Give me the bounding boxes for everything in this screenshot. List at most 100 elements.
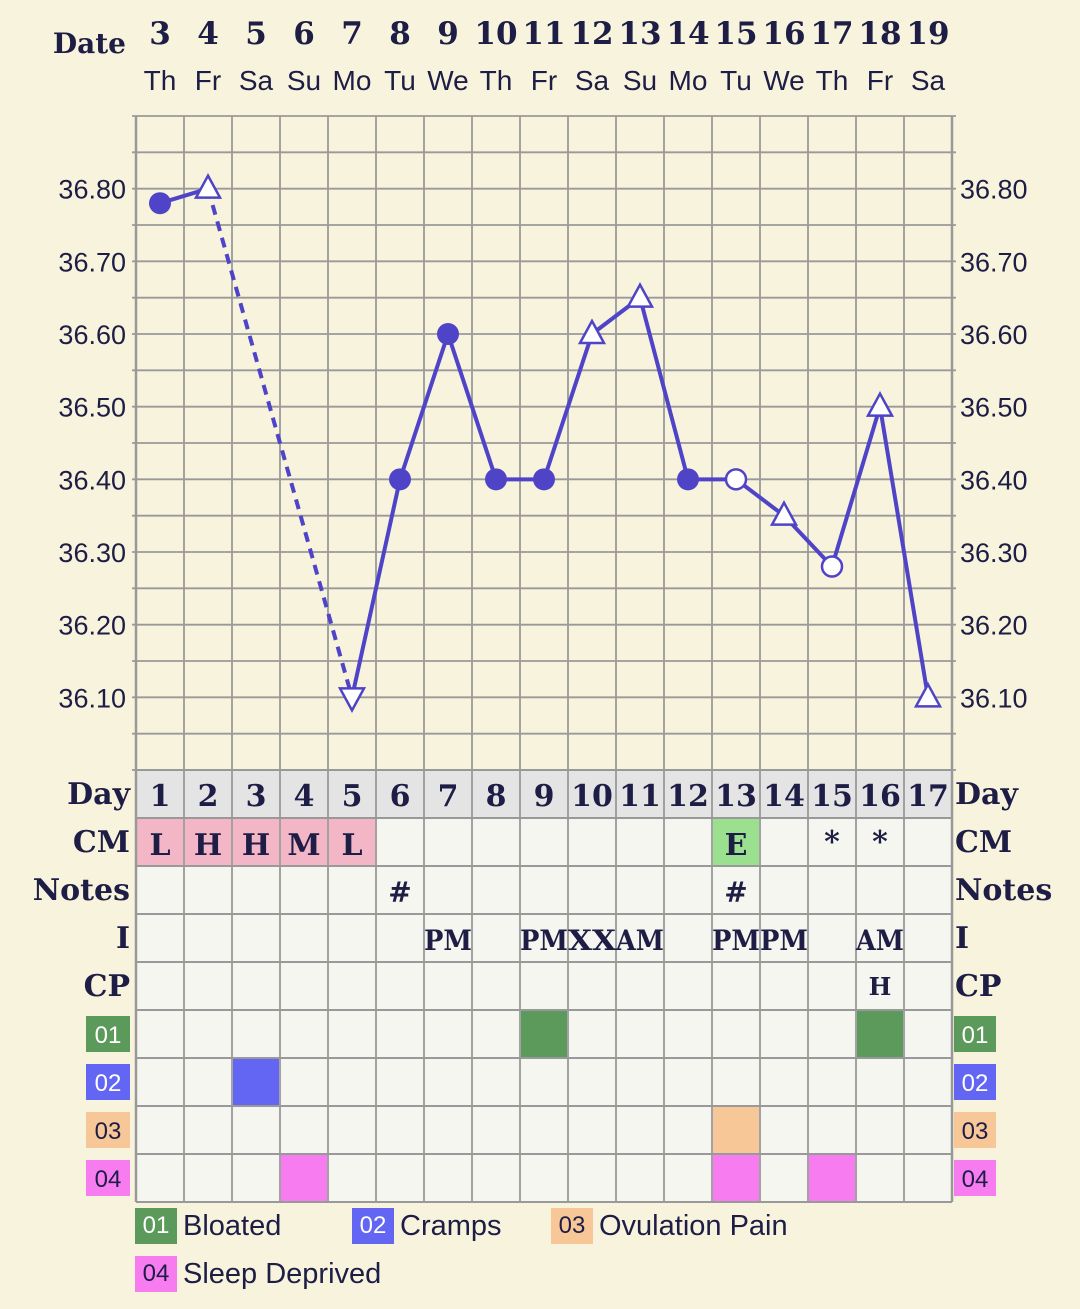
category-code-left: 01	[95, 1022, 122, 1049]
cm-value: H	[194, 828, 222, 863]
temperature-point-triangle	[193, 173, 223, 199]
cycle-day-label: 11	[619, 779, 661, 814]
temperature-point	[485, 468, 507, 491]
temperature-point	[533, 468, 555, 491]
date-tick-label: 12	[570, 16, 613, 52]
y-tick-label-right: 36.10	[960, 683, 1028, 713]
y-tick-label-left: 36.70	[58, 247, 126, 277]
date-tick-label: 3	[149, 16, 171, 52]
cp-value: H	[869, 972, 892, 1001]
category-code-right: 02	[962, 1070, 989, 1097]
date-tick-label: 11	[522, 16, 565, 52]
temperature-point-triangle-down	[337, 687, 367, 713]
temperature-line	[446, 333, 498, 480]
cm-cell-fill	[233, 819, 279, 865]
date-tick-label: 8	[389, 16, 411, 52]
legend-label-sleep-deprived: Sleep Deprived	[183, 1257, 382, 1290]
cycle-day-label: 10	[571, 779, 613, 814]
weekday-tick-label: Fr	[867, 65, 893, 96]
symptom-cell-03	[713, 1107, 759, 1153]
temperature-line	[638, 297, 690, 480]
cycle-day-label: 7	[438, 779, 459, 814]
legend-swatch-01: 01	[135, 1208, 177, 1244]
cycle-day-label: 14	[763, 779, 805, 814]
category-code-box-left	[86, 1112, 130, 1148]
symptom-cell-02	[233, 1059, 279, 1105]
row-label-cp-right: CP	[955, 969, 1001, 1004]
temperature-line	[350, 478, 402, 698]
cycle-day-label: 13	[715, 779, 757, 814]
row-label-day: Day	[67, 777, 131, 812]
date-tick-label: 16	[762, 16, 805, 52]
category-code-box-left	[86, 1160, 130, 1196]
note-value: #	[724, 876, 747, 909]
intercourse-value: AM	[615, 924, 664, 957]
temperature-point	[437, 323, 459, 345]
category-code-box-right	[954, 1112, 996, 1148]
legend-item-cramps: 02 Cramps	[352, 1208, 502, 1244]
date-tick-label: 7	[341, 16, 363, 52]
category-code-box-right	[954, 1016, 996, 1052]
legend-item-sleep-deprived: 04 Sleep Deprived	[135, 1256, 381, 1292]
weekday-tick-label: Tu	[384, 65, 416, 96]
date-tick-label: 5	[245, 16, 267, 52]
temperature-line	[830, 406, 882, 568]
legend-item-ovulation-pain: 03 Ovulation Pain	[551, 1208, 788, 1244]
cycle-day-label: 3	[246, 779, 267, 814]
date-tick-label: 17	[810, 16, 853, 52]
legend-item-bloated: 01 Bloated	[135, 1208, 281, 1244]
temperature-point-open	[724, 468, 748, 491]
temperature-point-triangle	[913, 681, 943, 708]
temperature-point-triangle	[577, 318, 607, 345]
weekday-tick-label: Fr	[531, 65, 557, 96]
y-tick-label-left: 36.20	[58, 611, 126, 641]
category-code-left: 02	[95, 1070, 122, 1097]
temperature-point-triangle	[865, 391, 895, 417]
row-label-cm: CM	[73, 825, 130, 860]
symptom-cell-04	[281, 1155, 327, 1201]
weekday-tick-label: Tu	[720, 65, 752, 96]
row-label-notes: Notes	[33, 873, 130, 908]
category-code-left: 03	[95, 1118, 122, 1145]
cycle-day-label: 9	[534, 779, 555, 814]
intercourse-value: PM	[712, 924, 760, 957]
y-tick-label-right: 36.20	[960, 611, 1028, 641]
symptom-cell-04	[809, 1155, 855, 1201]
legend-label-ovulation-pain: Ovulation Pain	[599, 1209, 788, 1242]
category-code-left: 04	[95, 1166, 122, 1193]
y-tick-label-left: 36.10	[58, 683, 126, 713]
symptom-cell-04	[713, 1155, 759, 1201]
y-tick-label-right: 36.30	[960, 538, 1028, 568]
cm-cell-fill	[185, 819, 231, 865]
date-tick-label: 13	[618, 16, 661, 52]
y-tick-label-left: 36.40	[58, 465, 126, 495]
cm-value: E	[725, 828, 748, 863]
cm-value: L	[341, 828, 362, 863]
temperature-line	[878, 406, 930, 698]
symptom-cell-01	[521, 1011, 567, 1057]
cycle-day-label: 4	[294, 779, 315, 814]
temperature-line	[398, 333, 450, 480]
legend-swatch-03: 03	[551, 1208, 593, 1244]
category-code-box-right	[954, 1064, 996, 1100]
category-code-right: 04	[962, 1166, 989, 1193]
temperature-line-dashed	[206, 188, 354, 698]
date-tick-label: 15	[714, 16, 757, 52]
date-tick-label: 10	[474, 16, 517, 52]
y-tick-label-left: 36.60	[58, 320, 126, 350]
cycle-day-label: 1	[150, 779, 171, 814]
temperature-point	[149, 192, 171, 215]
legend-label-cramps: Cramps	[400, 1209, 502, 1242]
y-tick-label-right: 36.70	[960, 247, 1028, 277]
category-code-right: 03	[962, 1118, 989, 1145]
temperature-point	[677, 468, 699, 491]
legend-swatch-04: 04	[135, 1256, 177, 1292]
date-tick-label: 9	[437, 16, 459, 52]
legend-label-bloated: Bloated	[183, 1209, 282, 1242]
date-tick-label: 18	[858, 16, 901, 52]
weekday-tick-label: Th	[480, 65, 513, 96]
cm-value: H	[242, 828, 270, 863]
cycle-day-label: 17	[907, 779, 949, 814]
temperature-point-triangle	[769, 500, 799, 526]
date-tick-label: 19	[906, 16, 949, 52]
